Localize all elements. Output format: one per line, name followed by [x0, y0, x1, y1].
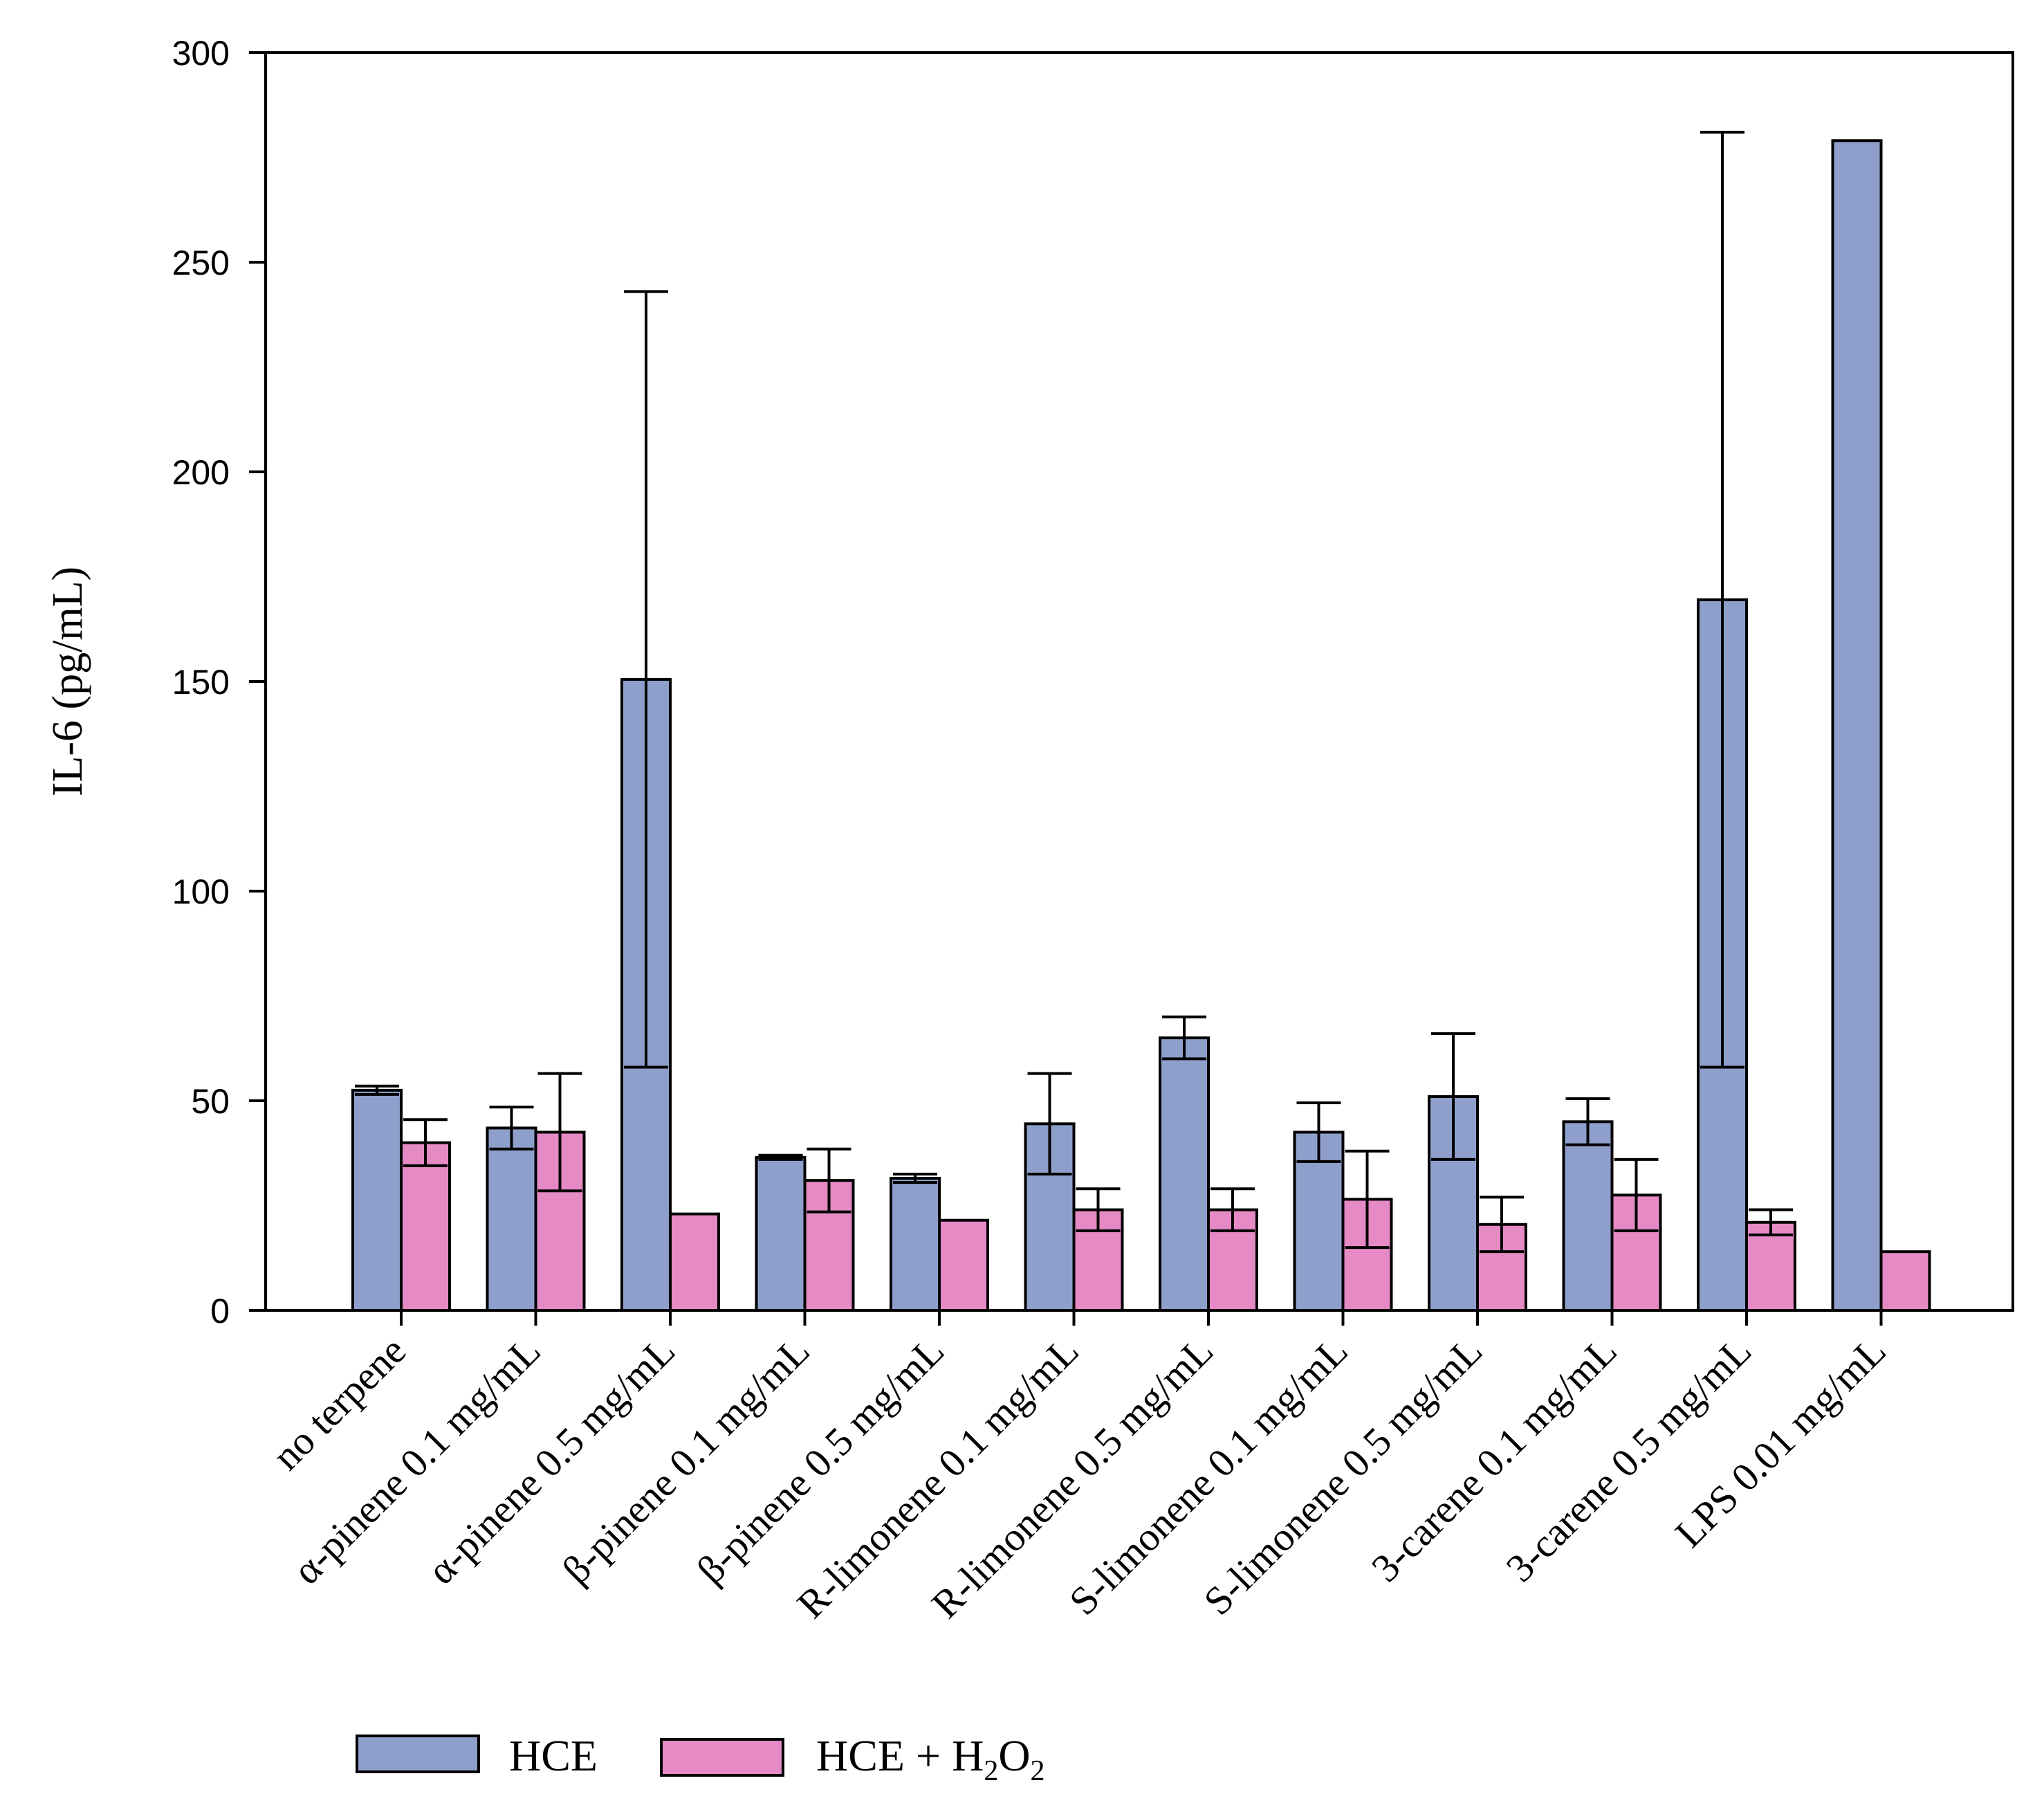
error-bars-layer — [355, 131, 1793, 1254]
bar-hce-0 — [351, 1088, 403, 1312]
legend-label-main: HCE + H — [816, 1731, 984, 1780]
y-tick-label: 100 — [172, 872, 230, 911]
legend: HCE HCE + H2O2 — [356, 1731, 1045, 1787]
y-axis: 0 50 100 150 200 250 300 — [172, 34, 266, 1330]
bar-hce-h2o2-0 — [400, 1141, 451, 1312]
x-tick-label-2: α-pinene 0.5 mg/mL — [418, 1328, 683, 1593]
y-tick-label: 300 — [172, 34, 230, 73]
x-tick-label-4: β-pinene 0.5 mg/mL — [688, 1328, 952, 1592]
x-tick-label-3: β-pinene 0.1 mg/mL — [553, 1328, 818, 1592]
bar-hce-11 — [1831, 139, 1883, 1312]
y-tick-label: 150 — [172, 663, 230, 702]
y-tick-label: 250 — [172, 244, 230, 282]
bars-layer — [351, 139, 1931, 1312]
bar-hce-9 — [1562, 1120, 1614, 1312]
legend-label-oxygen: O — [998, 1731, 1030, 1780]
y-axis-label: IL-6 (pg/mL) — [44, 567, 91, 796]
y-tick-label: 0 — [210, 1292, 230, 1330]
legend-label-hce-h2o2: HCE + H2O2 — [816, 1731, 1045, 1787]
bar-hce-6 — [1159, 1036, 1210, 1312]
bar-hce-4 — [890, 1177, 941, 1312]
legend-label-subscript: 2 — [984, 1755, 998, 1787]
legend-label-subscript: 2 — [1031, 1755, 1045, 1787]
legend-label-hce: HCE — [509, 1731, 598, 1780]
y-tick-label: 50 — [191, 1082, 230, 1121]
bar-hce-1 — [486, 1126, 537, 1312]
x-tick-label-10: 3-carene 0.5 mg/mL — [1498, 1328, 1760, 1591]
legend-swatch-hce — [356, 1735, 480, 1773]
bar-hce-3 — [755, 1155, 807, 1312]
bar-hce-8 — [1428, 1095, 1479, 1312]
x-tick-label-1: α-pinene 0.1 mg/mL — [284, 1328, 549, 1593]
legend-swatch-hce-h2o2 — [660, 1738, 784, 1777]
bar-hce-h2o2-2 — [669, 1212, 720, 1312]
bar-hce-h2o2-4 — [938, 1218, 989, 1312]
x-tick-label-9: 3-carene 0.1 mg/mL — [1363, 1328, 1626, 1591]
bar-hce-h2o2-11 — [1879, 1250, 1931, 1312]
y-tick-label: 200 — [172, 453, 230, 492]
plot-frame — [264, 51, 2014, 1312]
